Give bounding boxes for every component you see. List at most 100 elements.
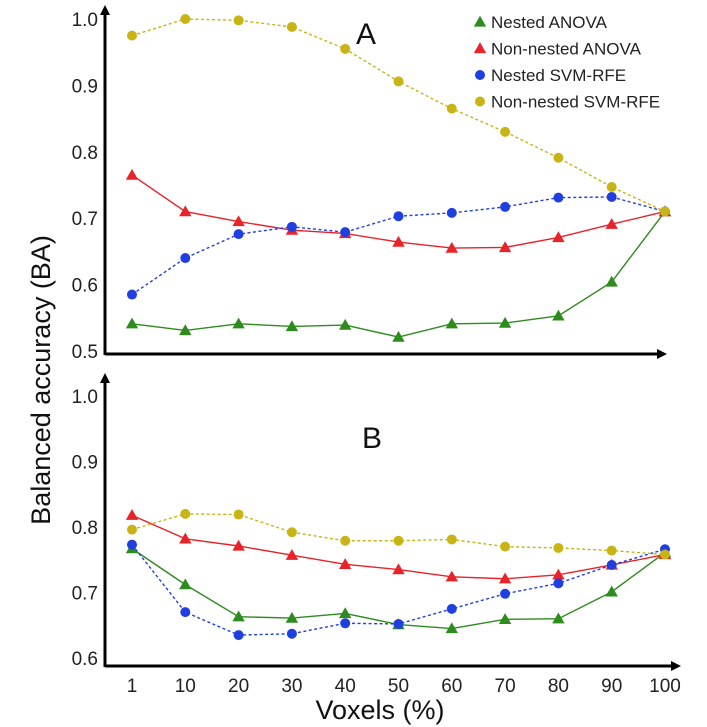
- x-tick-label: 70: [495, 676, 516, 697]
- panel-b-non-nested-anova-point: [392, 563, 405, 575]
- panel-a-nested-anova-point: [445, 317, 458, 329]
- panel-b-non-nested-anova-point: [285, 548, 299, 560]
- panel-a-non-nested-anova-point: [498, 241, 512, 253]
- legend-non-nested-svm-rfe-label: Non-nested SVM-RFE: [491, 93, 660, 112]
- panel-b-nested-anova-point: [498, 613, 512, 625]
- panel-b-nested-anova-point: [445, 622, 458, 634]
- panel-a-non-nested-svm-rfe-point: [500, 126, 511, 137]
- x-tick-label: 50: [388, 676, 409, 697]
- panel-b-y-ticks: 0.6 0.7 0.8 0.9 1.0: [72, 387, 98, 670]
- x-tick-label: 1: [127, 676, 138, 697]
- panel-b-nested-svm-rfe-point: [553, 578, 564, 589]
- legend-non-nested-svm-rfe-marker: [475, 96, 485, 107]
- panel-a-non-nested-anova-point: [552, 231, 565, 243]
- panel-a-non-nested-svm-rfe-point: [446, 103, 457, 114]
- panel-b-non-nested-svm-rfe-point: [340, 535, 351, 546]
- panel-b-non-nested-svm-rfe-line: [131, 513, 666, 556]
- panel-a-nested-anova-point: [125, 317, 139, 329]
- panel-b-x-ticks: 1 10 20 30 40 50 60 70 80 90 100: [127, 676, 681, 697]
- panel-b-nested-svm-rfe-point: [606, 559, 617, 570]
- panel-a-label: A: [356, 18, 376, 51]
- panel-a-nested-svm-rfe-point: [393, 211, 404, 222]
- panel-a-non-nested-svm-rfe-point: [233, 15, 244, 26]
- panel-a-y-ticks: 0.5 0.6 0.7 0.8 0.9 1.0: [72, 10, 98, 363]
- panel-b-nested-anova-line: [131, 548, 666, 630]
- panel-a-nested-anova-point: [498, 316, 512, 328]
- panel-b-non-nested-svm-rfe-point: [286, 527, 297, 538]
- panel-b-non-nested-anova-point: [552, 568, 565, 580]
- panel-a-series: [125, 14, 672, 342]
- panel-b-non-nested-anova-point: [445, 570, 458, 582]
- panel-b-series: [125, 508, 672, 641]
- panel-b-non-nested-svm-rfe-point: [500, 541, 511, 552]
- panel-a-y-tick-label: 1.0: [72, 10, 98, 31]
- legend-non-nested-anova-marker: [473, 42, 487, 54]
- panel-b-non-nested-svm-rfe-point: [660, 549, 670, 560]
- panel-a-non-nested-svm-rfe-point: [127, 30, 137, 41]
- panel-b-y-tick-label: 0.8: [72, 518, 98, 539]
- panel-b-non-nested-anova-point: [339, 558, 352, 569]
- panel-a-non-nested-anova-point: [392, 235, 405, 247]
- panel-a-non-nested-svm-rfe-point: [553, 152, 564, 163]
- panel-b: B 0.6 0.7 0.8 0.9 1.0 1 10 20 30 40 50 60 70 80 90 100: [72, 373, 681, 697]
- panel-a-nested-anova-point: [285, 320, 299, 332]
- panel-b-nested-svm-rfe-point: [286, 628, 297, 639]
- x-tick-label: 80: [548, 676, 569, 697]
- x-tick-label: 30: [281, 676, 302, 697]
- panel-a-non-nested-svm-rfe-point: [340, 43, 351, 54]
- panel-b-nested-svm-rfe-point: [446, 603, 457, 614]
- panel-b-non-nested-anova-point: [232, 539, 245, 551]
- panel-a-non-nested-svm-rfe-point: [286, 21, 297, 32]
- panel-b-nested-svm-rfe-point: [500, 588, 511, 599]
- panel-b-non-nested-svm-rfe-point: [393, 535, 404, 546]
- panel-b-non-nested-svm-rfe-point: [606, 545, 617, 556]
- panel-a-non-nested-anova-point: [445, 241, 458, 253]
- panel-a-nested-anova-point: [605, 275, 618, 287]
- panel-a-nested-svm-rfe-point: [500, 201, 511, 212]
- panel-b-non-nested-svm-rfe-point: [233, 509, 244, 520]
- panel-b-non-nested-svm-rfe-point: [553, 542, 564, 553]
- panel-a-non-nested-svm-rfe-point: [660, 206, 670, 217]
- panel-a-nested-svm-rfe-point: [446, 207, 457, 218]
- panel-a-nested-svm-rfe-point: [286, 221, 297, 232]
- panel-a-non-nested-anova-point: [232, 215, 245, 227]
- panel-a-non-nested-svm-rfe-point: [393, 76, 404, 87]
- legend-nested-anova-marker: [473, 15, 487, 27]
- panel-b-non-nested-svm-rfe-point: [446, 534, 457, 545]
- panel-a-nested-anova-point: [339, 318, 352, 330]
- panel-b-nested-svm-rfe-point: [340, 618, 351, 629]
- panel-b-nested-anova-point: [339, 607, 352, 619]
- panel-a-nested-svm-rfe-point: [180, 253, 191, 264]
- x-tick-label: 100: [649, 676, 681, 697]
- panel-b-nested-anova-point: [285, 611, 299, 623]
- legend: Nested ANOVA Non-nested ANOVA Nested SVM-R…: [473, 13, 660, 112]
- legend-nested-svm-rfe-label: Nested SVM-RFE: [491, 66, 626, 85]
- panel-b-y-tick-label: 1.0: [72, 387, 98, 408]
- x-tick-label: 60: [441, 676, 462, 697]
- panel-b-nested-anova-point: [605, 585, 618, 597]
- panel-a-non-nested-svm-rfe-point: [606, 181, 617, 192]
- panel-b-nested-svm-rfe-point: [393, 618, 404, 629]
- panel-b-y-tick-label: 0.9: [72, 453, 98, 474]
- y-axis-title: Balanced accuracy (BA): [26, 235, 56, 525]
- x-tick-label: 20: [228, 676, 249, 697]
- legend-nested-svm-rfe-marker: [475, 70, 485, 80]
- panel-a: A 0.5 0.6 0.7 0.8 0.9 1.0: [72, 5, 672, 363]
- panel-b-non-nested-svm-rfe-point: [180, 508, 191, 519]
- panel-b-nested-svm-rfe-point: [233, 630, 244, 641]
- x-tick-label: 90: [601, 676, 622, 697]
- panel-a-non-nested-anova-point: [605, 217, 618, 229]
- panel-a-nested-svm-rfe-point: [606, 191, 617, 202]
- legend-nested-anova-label: Nested ANOVA: [491, 13, 608, 32]
- panel-b-y-tick-label: 0.6: [72, 649, 98, 670]
- x-tick-label: 40: [335, 676, 356, 697]
- panel-a-nested-anova-point: [392, 330, 405, 342]
- panel-b-nested-anova-point: [552, 612, 565, 624]
- panel-a-nested-svm-rfe-point: [340, 227, 351, 238]
- panel-a-nested-svm-rfe-point: [233, 229, 244, 240]
- panel-a-y-tick-label: 0.6: [72, 276, 98, 297]
- panel-a-y-tick-label: 0.9: [72, 76, 98, 97]
- x-axis-title: Voxels (%): [315, 695, 444, 725]
- panel-b-label: B: [362, 422, 382, 455]
